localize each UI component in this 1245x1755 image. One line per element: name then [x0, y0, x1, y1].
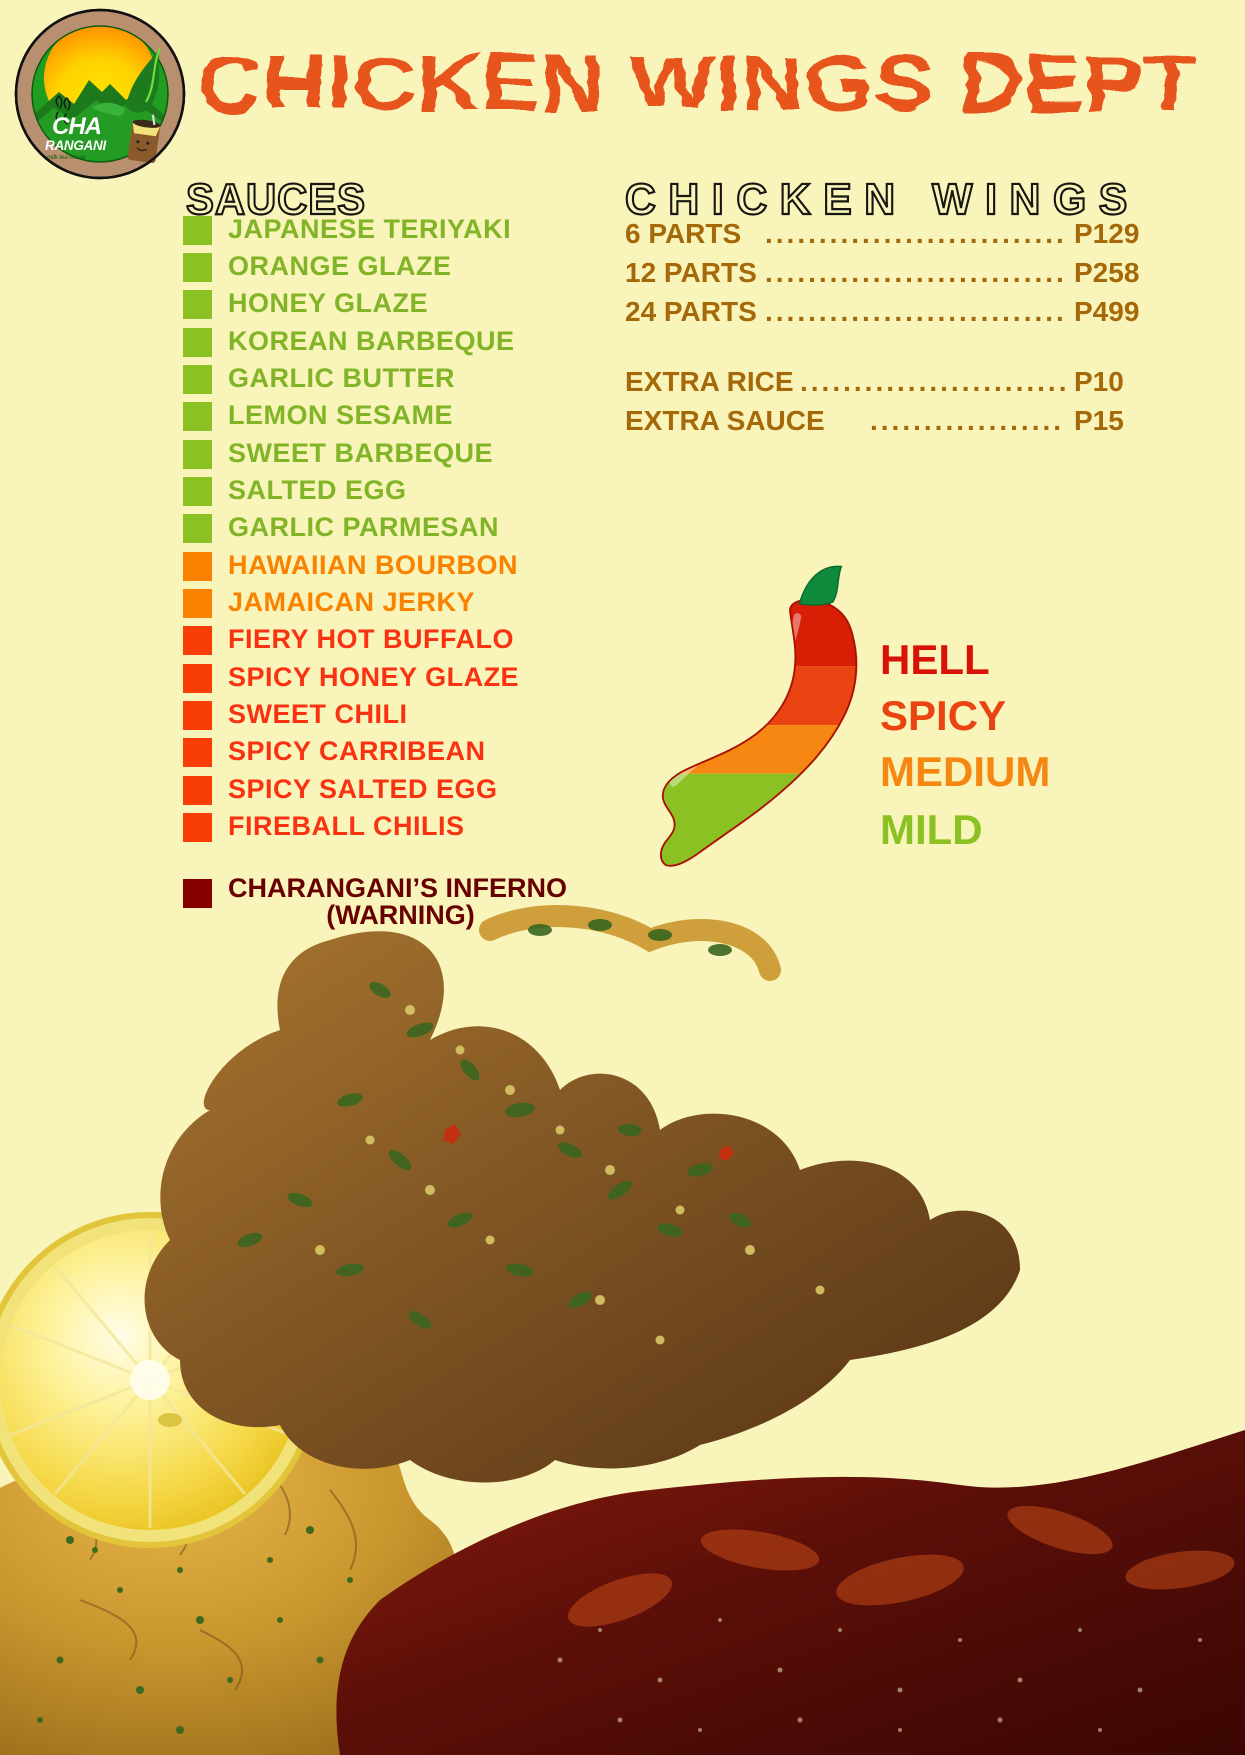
svg-text:RANGANI: RANGANI: [45, 138, 106, 153]
svg-text:CHICKEN WINGS DEPT: CHICKEN WINGS DEPT: [198, 38, 1198, 127]
svg-text:milk tea house: milk tea house: [47, 155, 86, 161]
svg-text:CHA: CHA: [52, 113, 101, 140]
